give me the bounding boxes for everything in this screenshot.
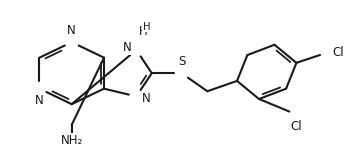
Text: N: N (122, 41, 131, 54)
Text: S: S (178, 55, 185, 68)
Text: Cl: Cl (333, 46, 344, 59)
Text: NH₂: NH₂ (61, 134, 83, 147)
Text: N: N (68, 24, 76, 37)
Text: H: H (138, 25, 147, 38)
Text: H: H (143, 22, 150, 32)
Text: N: N (35, 94, 44, 107)
Text: N: N (142, 93, 150, 106)
Text: Cl: Cl (291, 120, 302, 133)
